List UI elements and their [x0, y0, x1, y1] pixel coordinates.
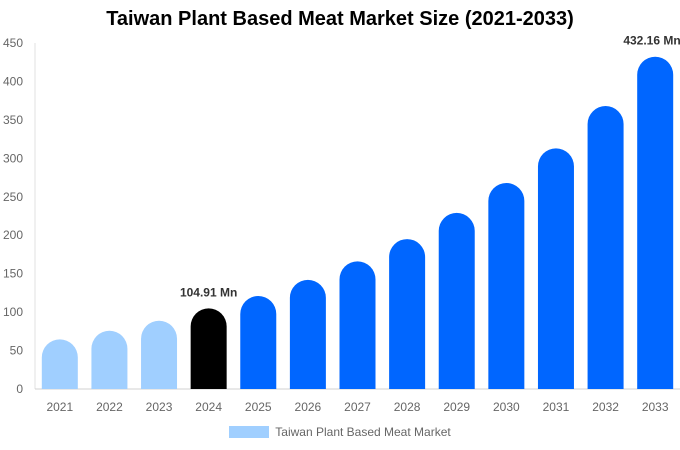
data-label: 432.16 Mn — [623, 34, 680, 48]
bar-2030 — [488, 182, 525, 389]
x-tick-label: 2033 — [642, 400, 669, 414]
y-tick-label: 450 — [3, 36, 23, 50]
x-tick-label: 2025 — [245, 400, 272, 414]
bar-2029 — [438, 212, 475, 389]
legend: Taiwan Plant Based Meat Market — [0, 425, 680, 439]
x-tick-label: 2031 — [543, 400, 570, 414]
x-tick-label: 2030 — [493, 400, 520, 414]
bar-2023 — [141, 320, 178, 389]
bar-2031 — [537, 148, 574, 389]
y-tick-label: 400 — [3, 74, 23, 88]
y-tick-label: 300 — [3, 151, 23, 165]
legend-label: Taiwan Plant Based Meat Market — [275, 425, 451, 439]
data-label: 104.91 Mn — [180, 285, 237, 299]
x-tick-label: 2028 — [394, 400, 421, 414]
bar-2027 — [339, 261, 376, 389]
chart-title: Taiwan Plant Based Meat Market Size (202… — [106, 8, 574, 30]
x-tick-label: 2029 — [443, 400, 470, 414]
x-tick-label: 2023 — [146, 400, 173, 414]
x-tick-label: 2032 — [592, 400, 619, 414]
y-tick-label: 150 — [3, 267, 23, 281]
bar-2024 — [190, 308, 227, 389]
x-tick-label: 2022 — [96, 400, 123, 414]
x-tick-label: 2024 — [195, 400, 222, 414]
y-tick-label: 250 — [3, 190, 23, 204]
y-tick-label: 50 — [10, 344, 24, 358]
y-tick-label: 200 — [3, 228, 23, 242]
x-tick-label: 2021 — [46, 400, 73, 414]
y-tick-label: 0 — [16, 382, 23, 396]
bar-2025 — [240, 295, 277, 389]
bar-2022 — [91, 330, 128, 389]
bar-2032 — [587, 106, 624, 389]
x-tick-label: 2026 — [295, 400, 322, 414]
bar-2028 — [389, 239, 426, 389]
y-tick-label: 350 — [3, 113, 23, 127]
legend-swatch — [229, 426, 270, 438]
bar-2021 — [41, 339, 78, 389]
y-tick-label: 100 — [3, 305, 23, 319]
x-tick-label: 2027 — [344, 400, 371, 414]
bar-2026 — [289, 279, 326, 389]
bar-2033 — [637, 56, 674, 389]
